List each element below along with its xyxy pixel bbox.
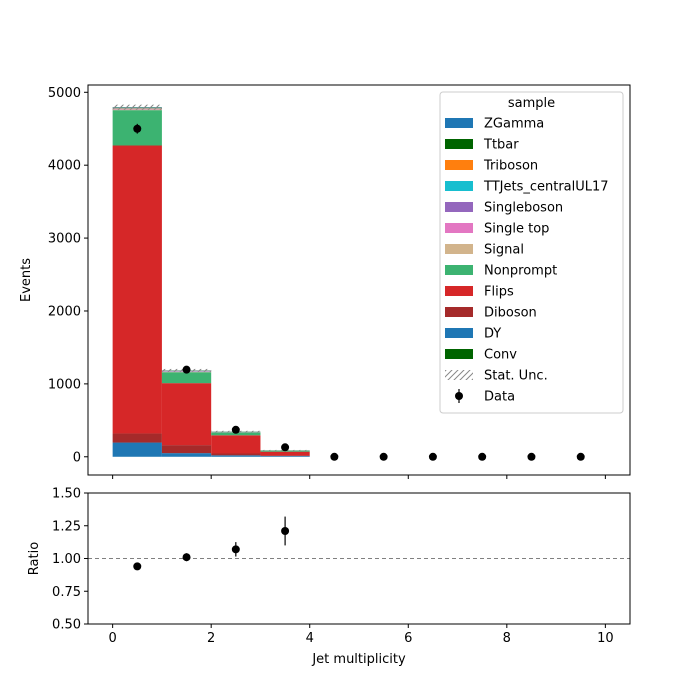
legend-label-signal: Signal xyxy=(484,243,524,258)
x-tick-label-0: 0 xyxy=(108,631,116,646)
y-tick-label-0: 0 xyxy=(73,450,81,465)
legend-swatch-data xyxy=(455,392,463,400)
bar-flips-bin-0 xyxy=(112,145,162,434)
bar-flips-bin-3 xyxy=(260,451,310,456)
legend: sample ZGamma Ttbar Triboson TTJets_centralU… xyxy=(439,91,624,414)
legend-swatch-stat-unc- xyxy=(445,370,473,380)
legend-label-nonprompt: Nonprompt xyxy=(484,264,557,279)
legend-swatch-triboson xyxy=(445,160,473,170)
legend-label-dy: DY xyxy=(484,327,501,342)
bar-nonprompt-bin-2 xyxy=(211,432,261,436)
bar-dy-bin-3 xyxy=(260,456,310,457)
data-point-3 xyxy=(281,443,290,452)
main-y-axis-label: Events xyxy=(19,258,34,302)
bar-dy-bin-2 xyxy=(211,455,261,457)
x-tick-label-6: 6 xyxy=(404,631,412,646)
x-tick-label-10: 10 xyxy=(597,631,614,646)
x-tick-label-8: 8 xyxy=(503,631,511,646)
bar-diboson-bin-2 xyxy=(211,453,261,456)
legend-box xyxy=(439,91,624,414)
ratio-point-2 xyxy=(231,545,240,554)
legend-swatch-ttbar xyxy=(445,139,473,149)
ratio-y-axis-label: Ratio xyxy=(27,542,42,575)
y-tick-label-5000: 5000 xyxy=(48,86,81,101)
data-point-2 xyxy=(231,425,240,434)
ratio-y-tick-label-1: 0.75 xyxy=(52,585,81,600)
data-point-4 xyxy=(330,452,339,461)
y-tick-label-3000: 3000 xyxy=(48,232,81,247)
legend-swatch-dy xyxy=(445,328,473,338)
legend-swatch-ttjets-centralul17 xyxy=(445,181,473,191)
legend-label-ttjets-centralul17: TTJets_centralUL17 xyxy=(483,180,609,195)
bar-dy-bin-0 xyxy=(112,442,162,457)
legend-label-triboson: Triboson xyxy=(483,159,538,174)
legend-label-diboson: Diboson xyxy=(484,306,537,321)
data-point-1 xyxy=(182,365,191,374)
ratio-point-1 xyxy=(182,553,191,562)
ratio-y-tick-label-0: 0.50 xyxy=(52,618,81,633)
legend-swatch-conv xyxy=(445,349,473,359)
bar-dy-bin-1 xyxy=(161,453,212,457)
legend-label-stat-unc-: Stat. Unc. xyxy=(484,369,548,384)
legend-swatch-nonprompt xyxy=(445,265,473,275)
y-tick-label-4000: 4000 xyxy=(48,159,81,174)
ratio-y-tick-label-3: 1.25 xyxy=(52,519,81,534)
bar-nonprompt-bin-1 xyxy=(161,372,212,384)
data-point-9 xyxy=(576,452,585,461)
legend-swatch-zgamma xyxy=(445,118,473,128)
legend-label-data: Data xyxy=(484,390,515,405)
legend-label-singleboson: Singleboson xyxy=(484,201,563,216)
legend-label-zgamma: ZGamma xyxy=(484,117,544,132)
legend-swatch-single-top xyxy=(445,223,473,233)
bar-diboson-bin-3 xyxy=(260,455,310,457)
ratio-y-tick-label-4: 1.50 xyxy=(52,487,81,502)
ratio-y-tick-label-2: 1.00 xyxy=(52,552,81,567)
legend-label-single-top: Single top xyxy=(484,222,549,237)
legend-swatch-singleboson xyxy=(445,202,473,212)
data-point-0 xyxy=(133,124,142,133)
ratio-axis-ticks: 0.50 0.75 1.00 1.25 1.50 0 2 4 6 8 10 xyxy=(52,487,614,647)
stat-unc-bin-0 xyxy=(112,104,162,110)
legend-swatch-flips xyxy=(445,286,473,296)
y-tick-label-1000: 1000 xyxy=(48,377,81,392)
ratio-point-3 xyxy=(281,526,290,535)
data-point-5 xyxy=(379,452,388,461)
data-point-8 xyxy=(527,452,536,461)
main-stacked-bars xyxy=(112,107,310,457)
legend-label-ttbar: Ttbar xyxy=(483,138,519,153)
data-points xyxy=(133,123,585,461)
legend-label-conv: Conv xyxy=(484,348,517,363)
main-axis-ticks: 0 1000 2000 3000 4000 5000 xyxy=(48,86,606,479)
ratio-points xyxy=(133,516,290,571)
ratio-point-0 xyxy=(133,562,142,571)
x-tick-label-4: 4 xyxy=(306,631,314,646)
data-point-7 xyxy=(478,452,487,461)
legend-swatch-diboson xyxy=(445,307,473,317)
legend-title: sample xyxy=(508,96,555,111)
bar-flips-bin-1 xyxy=(161,383,212,446)
main-plot-frame xyxy=(87,84,631,476)
legend-label-flips: Flips xyxy=(484,285,514,300)
y-tick-label-2000: 2000 xyxy=(48,304,81,319)
bar-diboson-bin-1 xyxy=(161,445,212,454)
legend-swatch-signal xyxy=(445,244,473,254)
bar-diboson-bin-0 xyxy=(112,433,162,443)
x-axis-label: Jet multiplicity xyxy=(311,652,406,667)
x-tick-label-2: 2 xyxy=(207,631,215,646)
bar-flips-bin-2 xyxy=(211,435,261,454)
ratio-plot-frame xyxy=(87,492,631,625)
data-point-6 xyxy=(428,452,437,461)
